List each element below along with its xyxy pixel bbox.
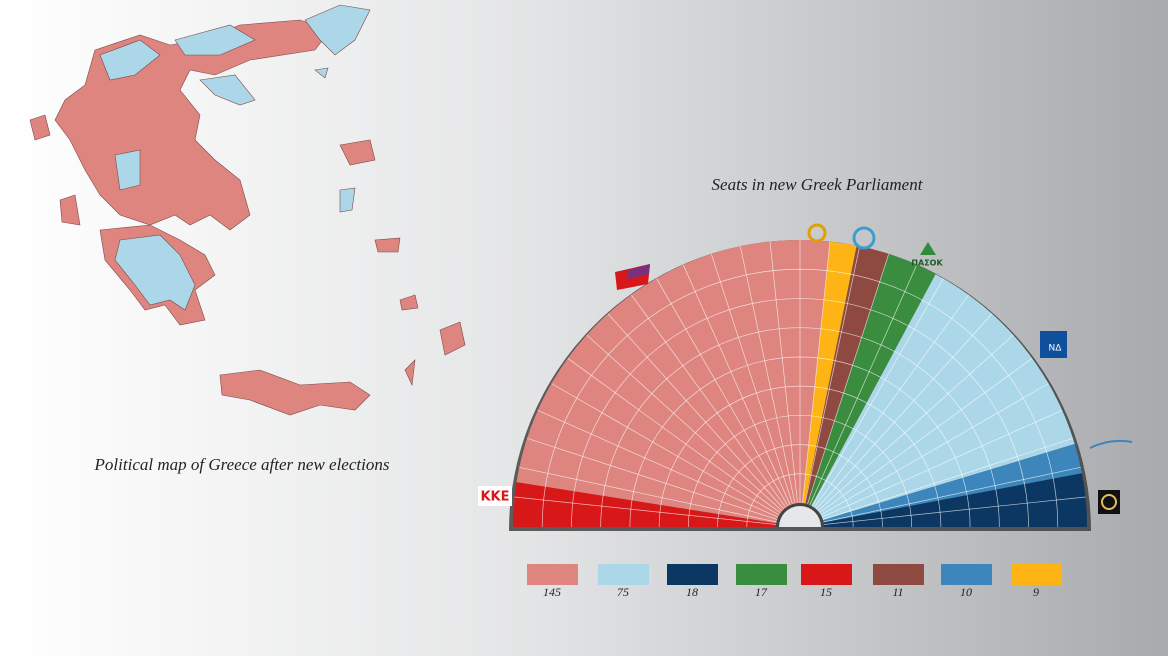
- seat-divider: [820, 383, 1049, 516]
- legend-swatch: [873, 564, 924, 585]
- seat-divider: [807, 253, 890, 505]
- seat-block: [823, 473, 1087, 527]
- pasok-logo: [920, 242, 936, 255]
- seat-divider: [537, 409, 779, 518]
- seat-divider: [809, 264, 918, 506]
- legend-swatch: [527, 564, 578, 585]
- legend-swatch: [667, 564, 718, 585]
- seat-divider: [656, 278, 789, 507]
- syriza-logo-stripe: [628, 264, 650, 279]
- seat-divider: [607, 313, 785, 510]
- map: [29, 4, 466, 416]
- seat-divider: [811, 278, 944, 507]
- seat-divider: [526, 437, 778, 520]
- seat-divider: [804, 246, 861, 504]
- ek-logo: [807, 223, 827, 243]
- seat-divider: [586, 334, 783, 512]
- seat-block: [513, 482, 777, 527]
- nd-logo: [1040, 331, 1067, 358]
- legend-value: 11: [892, 585, 903, 599]
- seat-divider: [802, 241, 831, 504]
- legend-value: 15: [820, 585, 832, 599]
- legend-value: 10: [960, 585, 972, 599]
- seat-divider: [769, 241, 798, 504]
- seat-divider: [823, 466, 1081, 523]
- seat-block: [807, 254, 936, 506]
- seat-divider: [682, 264, 791, 506]
- potami-logo: [852, 226, 876, 250]
- anel-logo: [1089, 439, 1133, 449]
- seat-divider: [822, 437, 1074, 520]
- legend-value: 9: [1033, 585, 1039, 599]
- legend-swatch: [801, 564, 852, 585]
- seat-divider: [710, 253, 793, 505]
- seat-block: [516, 240, 830, 524]
- legend-value: 18: [686, 585, 698, 599]
- legend-swatch: [1011, 564, 1062, 585]
- seat-divider: [739, 246, 796, 504]
- legend-value: 17: [755, 585, 768, 599]
- parliament: [509, 240, 1091, 531]
- pasok-label: ΠΑΣΟΚ: [911, 259, 943, 268]
- center-hole-inner: [779, 506, 821, 527]
- seat-divider: [823, 496, 1086, 525]
- seat-divider: [821, 409, 1063, 518]
- legend: 145 75 18 17 15 11 10 9: [527, 564, 1062, 599]
- chart-title: Seats in new Greek Parliament: [712, 175, 924, 194]
- seat-divider: [813, 294, 969, 508]
- legend-value: 75: [617, 585, 629, 599]
- kke-label: ΚΚΕ: [480, 490, 509, 505]
- seat-divider: [519, 466, 777, 523]
- seat-divider: [567, 358, 781, 514]
- nd-label: ΝΔ: [1049, 344, 1063, 354]
- seat-divider: [819, 358, 1033, 514]
- legend-swatch: [941, 564, 992, 585]
- seat-block: [804, 245, 889, 505]
- seat-divider: [817, 334, 1014, 512]
- legend-value: 145: [543, 585, 561, 599]
- seat-divider: [815, 313, 993, 510]
- seat-block: [802, 241, 857, 504]
- seat-divider: [551, 383, 780, 516]
- map-caption: Political map of Greece after new electi…: [94, 455, 390, 474]
- seat-divider: [514, 496, 777, 525]
- legend-swatch: [598, 564, 649, 585]
- seat-divider: [631, 294, 787, 508]
- kke-logo: [478, 486, 512, 506]
- seat-block: [811, 274, 1075, 521]
- logos: ΚΚΕ ΠΑΣΟΚ ΝΔ: [478, 223, 1133, 514]
- legend-swatch: [736, 564, 787, 585]
- seat-block: [822, 444, 1082, 523]
- xa-logo-mark: [1101, 494, 1117, 510]
- xa-logo: [1098, 490, 1120, 514]
